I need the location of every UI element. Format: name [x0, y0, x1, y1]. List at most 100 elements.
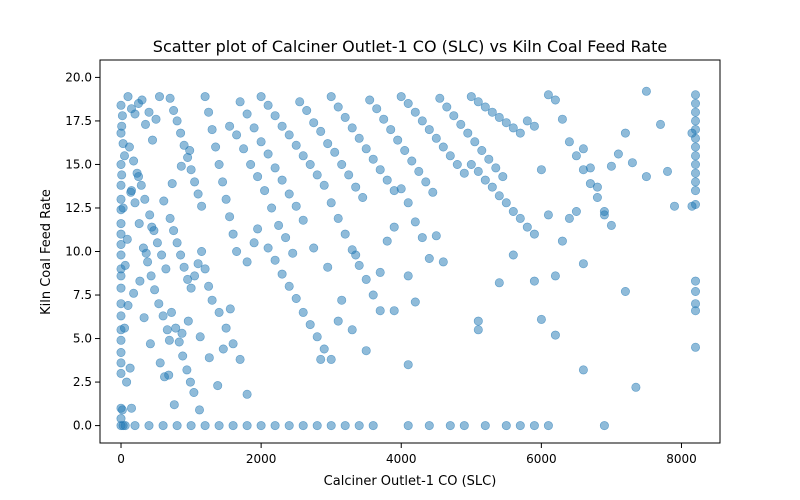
scatter-point [189, 387, 199, 397]
x-tick-label: 2000 [246, 452, 277, 466]
scatter-point [288, 248, 298, 258]
y-tick-label: 17.5 [65, 114, 92, 128]
scatter-point [340, 421, 350, 431]
scatter-point [414, 166, 424, 176]
scatter-point [522, 222, 532, 232]
scatter-point [157, 250, 167, 260]
scatter-point [690, 107, 700, 117]
scatter-point [410, 107, 420, 117]
scatter-point [221, 194, 231, 204]
scatter-point [687, 201, 697, 211]
scatter-point [407, 156, 417, 166]
scatter-point [375, 165, 385, 175]
scatter-point [256, 92, 266, 102]
scatter-point [571, 207, 581, 217]
y-tick-label: 15.0 [65, 157, 92, 171]
scatter-point [242, 389, 252, 399]
scatter-point [578, 259, 588, 269]
x-tick-label: 6000 [526, 452, 557, 466]
scatter-point [445, 421, 455, 431]
scatter-point [557, 236, 567, 246]
scatter-point [135, 276, 145, 286]
scatter-point [221, 323, 231, 333]
scatter-point [445, 151, 455, 161]
x-axis: 0 2000 4000 6000 8000 [117, 443, 697, 466]
scatter-point [473, 166, 483, 176]
y-tick-label: 2.5 [73, 375, 92, 389]
scatter-point [690, 186, 700, 196]
scatter-point [501, 198, 511, 208]
scatter-point [139, 313, 149, 323]
scatter-point [333, 213, 343, 223]
scatter-point [141, 119, 151, 129]
scatter-point [185, 377, 195, 387]
scatter-point [239, 144, 249, 154]
scatter-point [340, 229, 350, 239]
scatter-point [337, 160, 347, 170]
scatter-point [116, 100, 126, 110]
scatter-point [165, 213, 175, 223]
scatter-point [179, 140, 189, 150]
scatter-point [316, 354, 326, 364]
scatter-point [169, 226, 179, 236]
scatter-point [690, 142, 700, 152]
scatter-point [382, 236, 392, 246]
scatter-point [125, 363, 135, 373]
scatter-point [452, 160, 462, 170]
scatter-point [403, 421, 413, 431]
scatter-point [270, 421, 280, 431]
scatter-point [130, 198, 140, 208]
scatter-point [354, 421, 364, 431]
y-tick-label: 10.0 [65, 245, 92, 259]
scatter-point [431, 133, 441, 143]
scatter-point [690, 99, 700, 109]
scatter-point [147, 222, 157, 232]
scatter-point [466, 160, 476, 170]
y-axis-title: Kiln Coal Feed Rate [39, 189, 54, 315]
scatter-point [197, 201, 207, 211]
scatter-point [179, 262, 189, 272]
scatter-point [190, 271, 200, 281]
scatter-point [403, 360, 413, 370]
scatter-point [281, 233, 291, 243]
x-axis-title: Calciner Outlet-1 CO (SLC) [324, 474, 497, 489]
scatter-point [368, 421, 378, 431]
scatter-point [620, 128, 630, 138]
scatter-point [386, 125, 396, 135]
scatter-point [305, 160, 315, 170]
scatter-point [195, 405, 205, 415]
scatter-point [351, 182, 361, 192]
scatter-point [368, 290, 378, 300]
scatter-point [326, 198, 336, 208]
scatter-point [146, 271, 156, 281]
scatter-point [631, 382, 641, 392]
scatter-point [522, 116, 532, 126]
scatter-point [494, 278, 504, 288]
scatter-point [564, 213, 574, 223]
scatter-point [186, 165, 196, 175]
scatter-point [145, 210, 155, 220]
scatter-point [592, 193, 602, 203]
scatter-point [529, 276, 539, 286]
scatter-point [249, 123, 259, 133]
scatter-point [641, 172, 651, 182]
scatter-point [508, 207, 518, 217]
scatter-point [130, 421, 140, 431]
scatter-point [137, 95, 147, 105]
scatter-point [410, 297, 420, 307]
scatter-point [456, 119, 466, 129]
scatter-point [171, 323, 181, 333]
scatter-point [218, 344, 228, 354]
scatter-point [218, 177, 228, 187]
scatter-point [116, 250, 126, 260]
scatter-point [459, 168, 469, 178]
scatter-point [599, 421, 609, 431]
scatter-point [172, 116, 182, 126]
scatter-point [424, 254, 434, 264]
scatter-point [122, 234, 132, 244]
y-tick-label: 7.5 [73, 288, 92, 302]
scatter-point [690, 276, 700, 286]
scatter-point [155, 358, 165, 368]
scatter-point [190, 177, 200, 187]
